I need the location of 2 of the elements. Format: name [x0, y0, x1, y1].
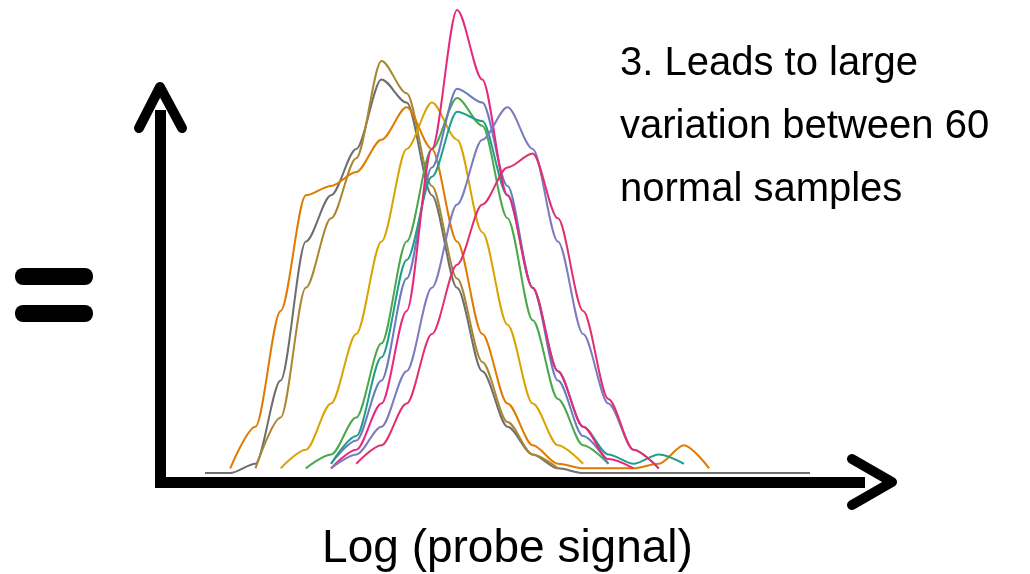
- x-axis-title: Log (probe signal): [322, 520, 693, 572]
- annotation: 3. Leads to large variation between 60 normal samples: [620, 38, 990, 211]
